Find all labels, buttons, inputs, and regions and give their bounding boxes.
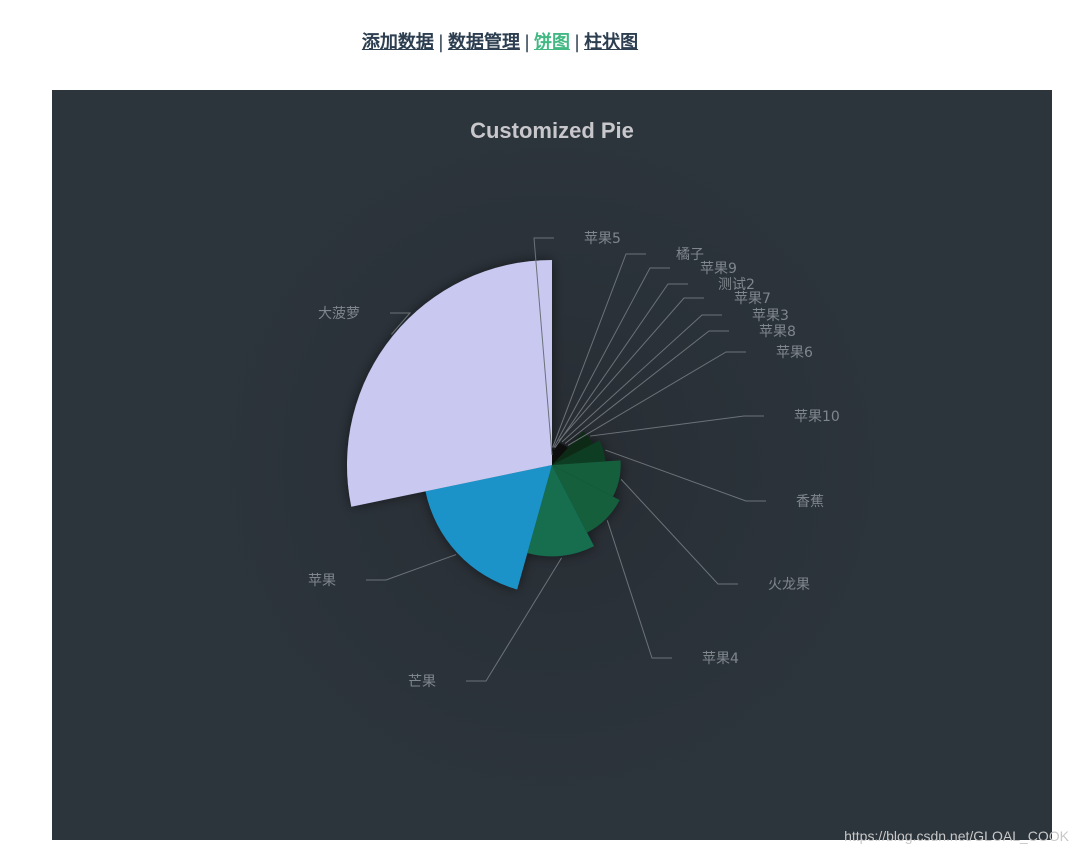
nav-add-data-link[interactable]: 添加数据 bbox=[361, 32, 434, 53]
leader-line bbox=[553, 267, 670, 448]
slice-label: 苹果4 bbox=[702, 651, 739, 667]
slice-label: 香蕉 bbox=[796, 494, 824, 510]
nav-pie-chart-link[interactable]: 饼图 bbox=[534, 32, 571, 53]
slice-label: 苹果 bbox=[308, 573, 336, 589]
leader-line bbox=[533, 237, 554, 456]
leader-line bbox=[390, 312, 412, 335]
pie-slice[interactable] bbox=[552, 431, 593, 465]
watermark: https://blog.csdn.net/GLOAL_COOK bbox=[844, 828, 1069, 844]
leader-line bbox=[366, 554, 457, 581]
slice-label: 测试2 bbox=[718, 277, 755, 293]
slices-group bbox=[346, 260, 621, 590]
pie-chart: Customized Pie 苹果5橘子苹果9测试2苹果7苹果3苹果8苹果6苹果… bbox=[132, 90, 972, 840]
nav-separator: | bbox=[437, 32, 444, 53]
leader-line bbox=[558, 297, 704, 442]
slice-label: 芒果 bbox=[408, 674, 436, 690]
slice-label: 苹果10 bbox=[794, 409, 840, 425]
nav-separator: | bbox=[574, 32, 581, 53]
slice-label: 大菠萝 bbox=[318, 306, 360, 322]
slice-label: 苹果7 bbox=[734, 291, 771, 307]
leader-lines-group bbox=[366, 237, 766, 682]
pie-slice[interactable] bbox=[552, 443, 563, 465]
slice-label: 火龙果 bbox=[768, 577, 810, 593]
top-nav: 添加数据 | 数据管理 | 饼图 | 柱状图 bbox=[0, 28, 1000, 54]
pie-slice[interactable] bbox=[552, 465, 620, 533]
leader-line bbox=[620, 479, 738, 585]
pie-slice[interactable] bbox=[552, 442, 560, 465]
pie-slice[interactable] bbox=[552, 446, 568, 465]
chart-title: Customized Pie bbox=[470, 118, 634, 143]
leader-line bbox=[466, 557, 562, 682]
slice-label: 苹果5 bbox=[584, 231, 621, 247]
pie-slice[interactable] bbox=[425, 465, 552, 590]
leader-line bbox=[590, 415, 764, 437]
pie-slice[interactable] bbox=[552, 444, 566, 465]
leader-line bbox=[554, 283, 688, 448]
leader-line bbox=[552, 253, 646, 448]
nav-data-management-link[interactable]: 数据管理 bbox=[447, 32, 520, 53]
chart-panel: Customized Pie 苹果5 橘子 苹果9 测试2 苹果7 苹果3 苹果8 苹果6 苹果… bbox=[52, 90, 1052, 840]
leader-line bbox=[561, 314, 722, 443]
pie-slice[interactable] bbox=[552, 449, 555, 465]
slice-label: 苹果8 bbox=[759, 324, 796, 340]
pie-slice[interactable] bbox=[552, 449, 556, 465]
slice-label: 苹果3 bbox=[752, 308, 789, 324]
slice-label: 苹果9 bbox=[700, 261, 737, 277]
pie-slice[interactable] bbox=[346, 260, 552, 507]
leader-line bbox=[567, 351, 746, 446]
pie-slice[interactable] bbox=[527, 465, 595, 557]
slice-label: 苹果6 bbox=[776, 345, 813, 361]
nav-separator: | bbox=[523, 32, 531, 53]
leader-line bbox=[564, 330, 729, 444]
pie-slice[interactable] bbox=[552, 440, 606, 465]
slice-label: 橘子 bbox=[676, 247, 704, 263]
nav-bar-chart-link[interactable]: 柱状图 bbox=[584, 32, 639, 53]
pie-slice[interactable] bbox=[552, 460, 621, 497]
leader-line bbox=[606, 520, 672, 659]
leader-line bbox=[605, 449, 766, 502]
